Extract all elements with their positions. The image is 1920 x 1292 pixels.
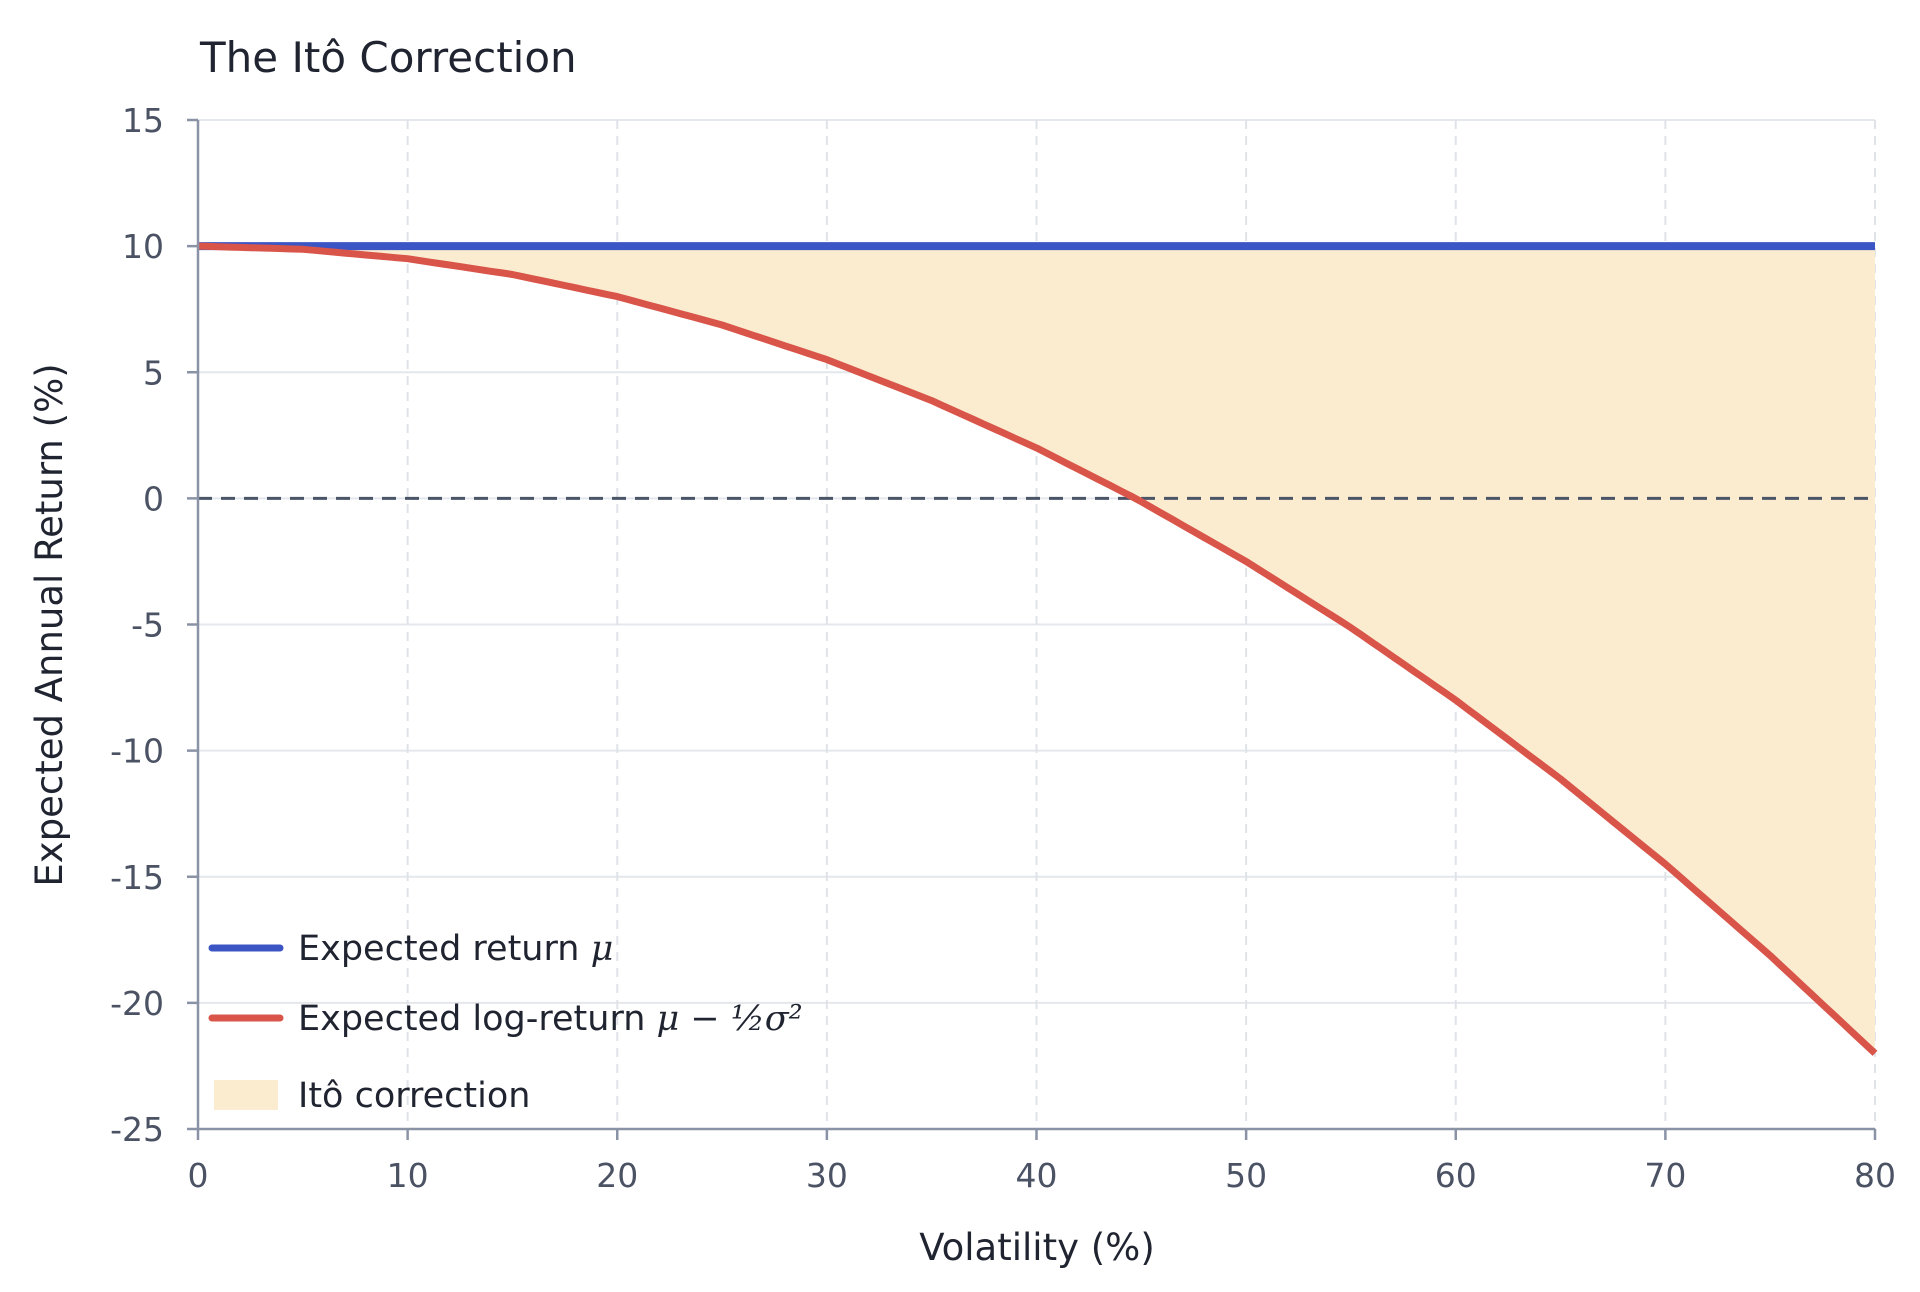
x-tick-label: 10: [387, 1156, 429, 1195]
legend-label-expected-log-return: Expected log-return μ − ½σ²: [298, 999, 803, 1039]
y-tick-label: -5: [131, 606, 164, 645]
y-tick-label: 10: [122, 227, 164, 266]
x-axis-label: Volatility (%): [919, 1226, 1155, 1269]
x-tick-label: 40: [1016, 1156, 1058, 1195]
x-axis-ticks: 0 10 20 30 40 50 60 70 80: [188, 1129, 1896, 1195]
y-axis-label: Expected Annual Return (%): [28, 363, 71, 886]
x-tick-label: 0: [188, 1156, 209, 1195]
y-axis-ticks: 15 10 5 0 -5 -10 -15 -20 -25: [110, 101, 198, 1149]
y-tick-label: -10: [110, 732, 164, 771]
x-tick-label: 50: [1225, 1156, 1267, 1195]
legend-swatch-ito-correction: [214, 1080, 278, 1110]
legend: Expected return μ Expected log-return μ …: [208, 929, 803, 1116]
y-tick-label: 0: [143, 479, 164, 518]
x-tick-label: 20: [596, 1156, 638, 1195]
ito-correction-fill: [198, 246, 1875, 1054]
x-tick-label: 80: [1854, 1156, 1896, 1195]
x-tick-label: 70: [1644, 1156, 1686, 1195]
legend-label-expected-return: Expected return μ: [298, 929, 613, 969]
series-line-expected-log-return: [197, 242, 1878, 1056]
chart-title: The Itô Correction: [199, 33, 577, 82]
y-tick-label: -25: [110, 1110, 164, 1149]
x-tick-label: 60: [1435, 1156, 1477, 1195]
y-tick-label: 15: [122, 101, 164, 140]
series-lines: [197, 242, 1878, 1056]
legend-label-ito-correction: Itô correction: [298, 1076, 530, 1116]
y-tick-label: -20: [110, 984, 164, 1023]
y-tick-label: 5: [143, 353, 164, 392]
y-tick-label: -15: [110, 858, 164, 897]
x-tick-label: 30: [806, 1156, 848, 1195]
